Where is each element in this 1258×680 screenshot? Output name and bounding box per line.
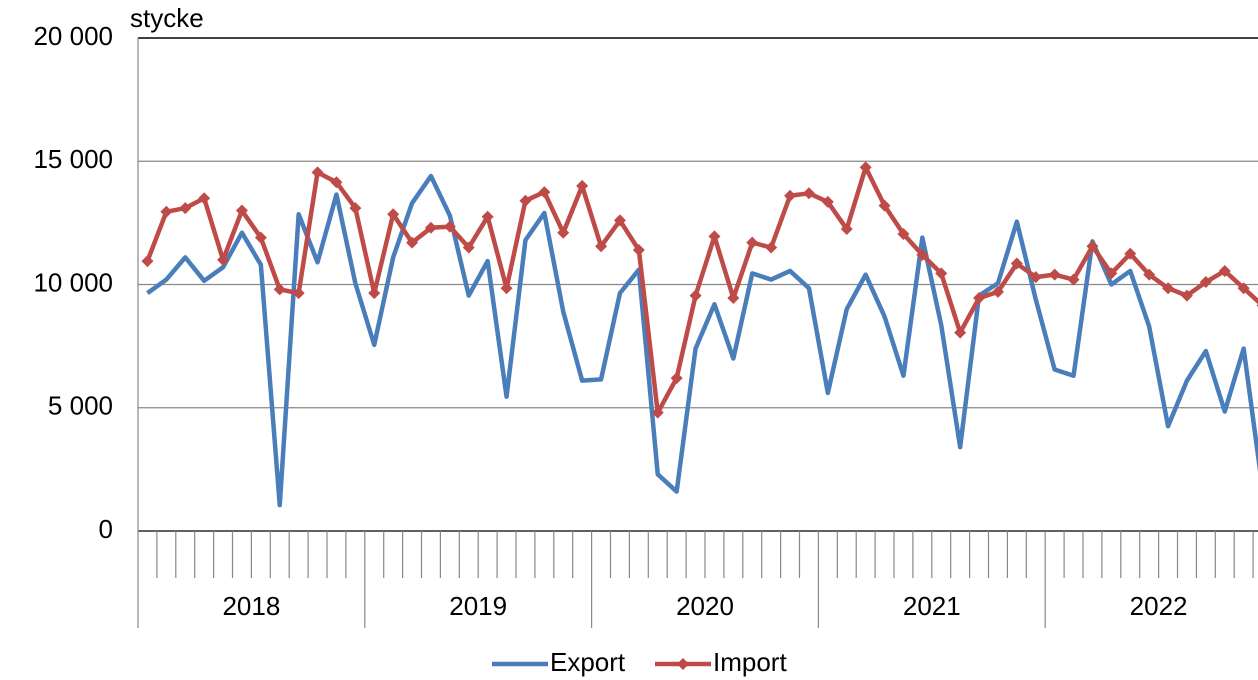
point-marker — [311, 166, 324, 179]
point-marker — [1105, 267, 1118, 280]
point-marker — [198, 192, 211, 205]
point-marker — [462, 241, 475, 254]
point-marker — [727, 292, 740, 305]
point-marker — [254, 231, 267, 244]
point-marker — [1143, 268, 1156, 281]
y-tick-label: 0 — [99, 514, 113, 544]
legend-label: Export — [550, 647, 626, 677]
point-marker — [1067, 273, 1080, 286]
x-tick-label: 2019 — [449, 591, 507, 621]
point-marker — [784, 189, 797, 202]
point-marker — [651, 406, 664, 419]
point-marker — [1237, 282, 1250, 295]
point-marker — [765, 241, 778, 254]
point-marker — [519, 194, 532, 207]
point-marker — [821, 195, 834, 208]
point-marker — [141, 255, 154, 268]
x-tick-label: 2022 — [1130, 591, 1188, 621]
line-series — [145, 165, 1258, 415]
y-tick-label: 5 000 — [48, 391, 113, 421]
point-marker — [897, 227, 910, 240]
point-marker — [349, 202, 362, 215]
point-marker — [273, 283, 286, 296]
point-marker — [481, 210, 494, 223]
y-tick-label: 15 000 — [33, 144, 113, 174]
point-marker — [330, 176, 343, 189]
x-tick-label: 2018 — [222, 591, 280, 621]
point-marker — [935, 267, 948, 280]
y-unit-label: stycke — [130, 3, 204, 33]
point-marker — [632, 243, 645, 256]
point-marker — [1010, 257, 1023, 270]
point-marker — [954, 326, 967, 339]
legend-label: Import — [713, 647, 787, 677]
point-marker — [235, 204, 248, 217]
point-marker — [991, 285, 1004, 298]
point-marker — [595, 240, 608, 253]
y-tick-label: 20 000 — [33, 21, 113, 51]
point-marker — [670, 372, 683, 385]
point-marker — [1124, 247, 1137, 260]
point-marker — [557, 226, 570, 239]
point-marker — [973, 292, 986, 305]
point-marker — [387, 208, 400, 221]
legend-marker — [677, 658, 689, 670]
point-marker — [292, 287, 305, 300]
point-marker — [613, 214, 626, 227]
point-marker — [840, 223, 853, 236]
point-marker — [1048, 268, 1061, 281]
point-marker — [1162, 282, 1175, 295]
line-series — [146, 173, 1258, 508]
point-marker — [500, 282, 513, 295]
point-marker — [406, 236, 419, 249]
point-marker — [179, 202, 192, 215]
x-tick-label: 2020 — [676, 591, 734, 621]
point-marker — [1029, 271, 1042, 284]
point-marker — [859, 161, 872, 174]
point-marker — [1218, 264, 1231, 277]
x-tick-label: 2021 — [903, 591, 961, 621]
point-marker — [368, 287, 381, 300]
point-marker — [1199, 276, 1212, 289]
point-marker — [802, 187, 815, 200]
point-marker — [538, 186, 551, 199]
point-marker — [916, 248, 929, 261]
y-tick-label: 10 000 — [33, 267, 113, 297]
point-marker — [217, 253, 230, 266]
point-marker — [160, 205, 173, 218]
point-marker — [689, 289, 702, 302]
point-marker — [576, 179, 589, 192]
point-marker — [443, 220, 456, 233]
point-marker — [708, 230, 721, 243]
point-marker — [1180, 289, 1193, 302]
point-marker — [878, 199, 891, 212]
point-marker — [746, 236, 759, 249]
point-marker — [1086, 240, 1099, 253]
point-marker — [424, 221, 437, 234]
